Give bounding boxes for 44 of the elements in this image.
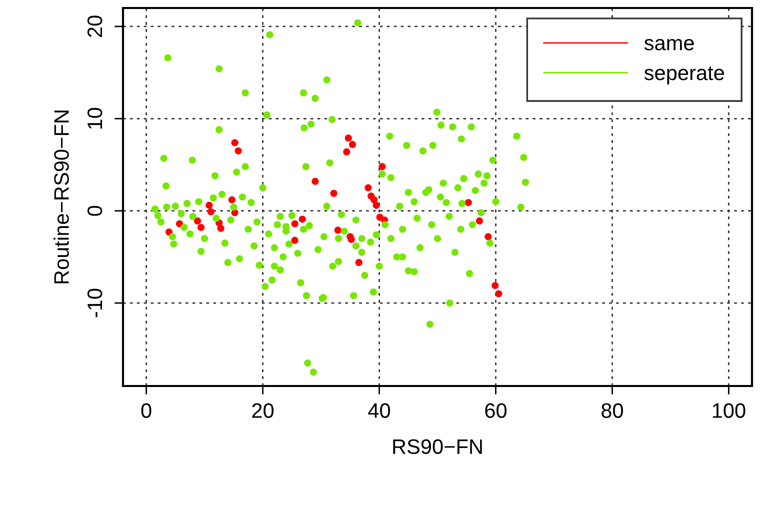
- point: [298, 216, 306, 223]
- point: [176, 220, 184, 228]
- point: [198, 224, 205, 231]
- point: [206, 202, 213, 209]
- point: [165, 228, 173, 236]
- point: [476, 217, 483, 225]
- x-axis-title: RS90−FN: [393, 439, 482, 454]
- point: [194, 217, 202, 225]
- point: [484, 233, 492, 240]
- x-tick-label: 0: [141, 403, 152, 418]
- point: [348, 236, 355, 243]
- legend-label: seperate: [644, 66, 724, 84]
- point: [231, 139, 238, 146]
- point: [464, 198, 472, 206]
- point: [291, 236, 298, 244]
- point: [228, 196, 236, 204]
- point: [217, 224, 224, 232]
- x-tick-label: 100: [712, 403, 746, 418]
- point: [330, 190, 338, 197]
- point: [344, 134, 352, 142]
- x-tick-label: 20: [252, 403, 274, 418]
- y-tick-label: 0: [87, 206, 102, 216]
- point: [370, 196, 378, 204]
- point: [348, 140, 356, 148]
- point: [334, 226, 342, 234]
- legend-label: same: [644, 38, 694, 50]
- point: [291, 220, 298, 228]
- point: [372, 202, 380, 209]
- y-axis-title: Routine−RS90−FN: [54, 110, 69, 284]
- y-tick-label: 10: [87, 108, 102, 129]
- x-tick-label: 80: [602, 403, 623, 418]
- point: [378, 163, 386, 170]
- x-tick-label: 60: [485, 403, 507, 418]
- point: [234, 147, 242, 154]
- y-tick-label: 20: [87, 16, 102, 37]
- point: [492, 282, 499, 290]
- point: [364, 184, 372, 192]
- point: [207, 208, 214, 216]
- point: [355, 258, 362, 266]
- point: [312, 178, 319, 185]
- point: [495, 290, 502, 298]
- point: [343, 148, 350, 156]
- x-tick-label: 40: [368, 403, 390, 418]
- y-tick-label: -10: [87, 288, 102, 318]
